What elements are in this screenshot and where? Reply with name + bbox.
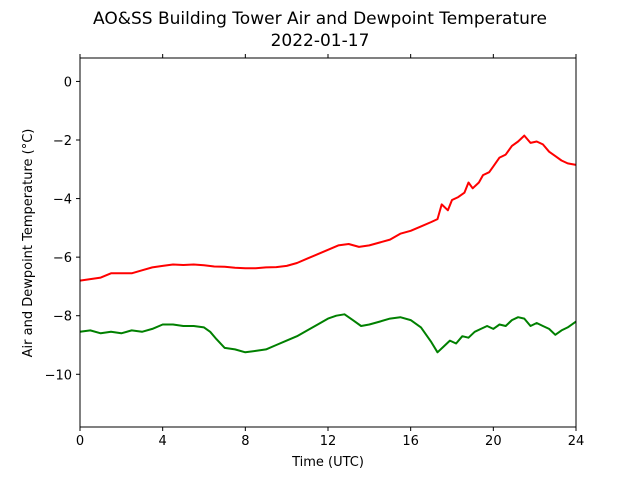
x-tick-label: 20: [485, 434, 502, 449]
x-tick-label: 4: [159, 434, 167, 449]
series-line-1: [79, 313, 577, 354]
y-tick-label: 0: [64, 75, 72, 90]
y-axis-label: Air and Dewpoint Temperature (°C): [21, 129, 36, 358]
plot-series: [79, 134, 577, 354]
x-axis: 0 4 8 12 16 20 24: [76, 54, 584, 449]
plot-frame: [79, 57, 577, 428]
x-axis-label: Time (UTC): [291, 455, 364, 470]
x-tick-label: 24: [568, 434, 585, 449]
y-tick-label: −10: [45, 368, 72, 383]
y-tick-label: −2: [53, 134, 72, 149]
y-tick-label: −4: [53, 193, 72, 208]
series-line-0: [79, 134, 577, 282]
chart-subtitle: 2022-01-17: [271, 31, 370, 51]
x-tick-label: 12: [320, 434, 337, 449]
x-tick-label: 8: [241, 434, 249, 449]
y-tick-label: −6: [53, 251, 72, 266]
y-axis: −10 −8 −6 −4 −2 0: [45, 75, 80, 383]
x-tick-label: 0: [76, 434, 84, 449]
chart-title: AO&SS Building Tower Air and Dewpoint Te…: [93, 9, 547, 29]
y-tick-label: −8: [53, 310, 72, 325]
x-tick-label: 16: [402, 434, 419, 449]
